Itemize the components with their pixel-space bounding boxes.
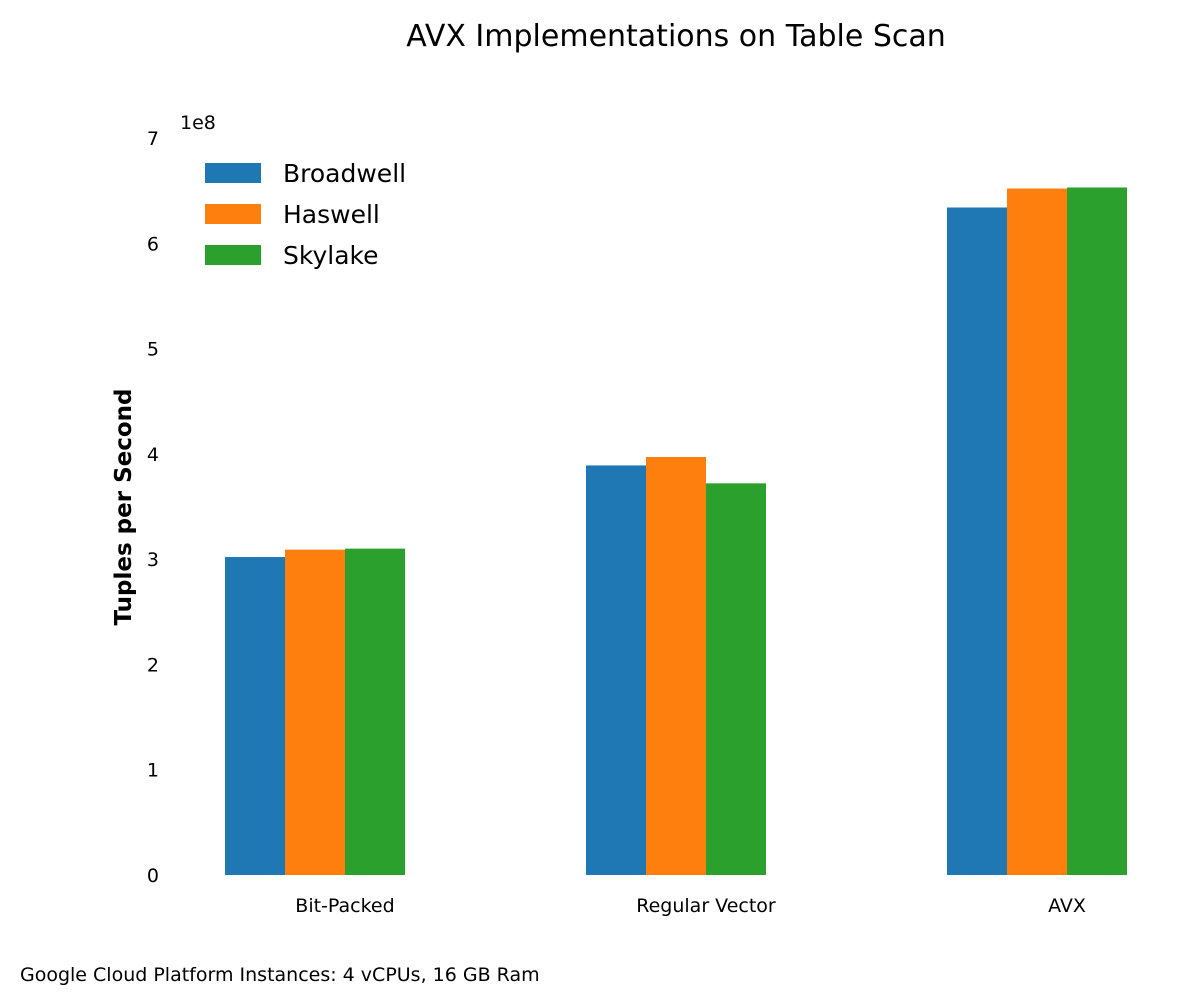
x-tick-label: Bit-Packed bbox=[295, 895, 394, 917]
y-axis-label: Tuples per Second bbox=[111, 388, 137, 625]
legend-label-broadwell: Broadwell bbox=[283, 159, 406, 188]
legend-swatch-broadwell bbox=[205, 163, 261, 183]
y-tick-label: 7 bbox=[147, 128, 159, 150]
x-tick-label: Regular Vector bbox=[636, 895, 776, 917]
bar-broadwell-regular-vector bbox=[586, 465, 646, 875]
legend: Broadwell Haswell Skylake bbox=[205, 159, 406, 270]
y-axis-offset-label: 1e8 bbox=[180, 112, 216, 134]
x-tick-label: AVX bbox=[1048, 895, 1086, 917]
y-tick-label: 3 bbox=[147, 549, 159, 571]
footnote: Google Cloud Platform Instances: 4 vCPUs… bbox=[20, 964, 540, 986]
y-axis-ticks: 0 1 2 3 4 5 6 7 bbox=[147, 128, 159, 887]
bar-broadwell-avx bbox=[947, 207, 1007, 875]
legend-label-skylake: Skylake bbox=[283, 241, 378, 270]
legend-label-haswell: Haswell bbox=[283, 200, 380, 229]
y-tick-label: 4 bbox=[147, 444, 159, 466]
x-axis-ticks: Bit-Packed Regular Vector AVX bbox=[295, 895, 1086, 917]
y-tick-label: 6 bbox=[147, 233, 159, 255]
y-tick-label: 1 bbox=[147, 760, 159, 782]
legend-swatch-skylake bbox=[205, 245, 261, 265]
bar-skylake-bit-packed bbox=[345, 548, 405, 875]
bar-haswell-bit-packed bbox=[285, 549, 345, 875]
y-tick-label: 0 bbox=[147, 865, 159, 887]
y-tick-label: 2 bbox=[147, 654, 159, 676]
bar-skylake-regular-vector bbox=[706, 483, 766, 875]
y-tick-label: 5 bbox=[147, 339, 159, 361]
bar-skylake-avx bbox=[1067, 187, 1127, 876]
bar-broadwell-bit-packed bbox=[225, 557, 285, 875]
bar-haswell-regular-vector bbox=[646, 457, 706, 875]
bar-haswell-avx bbox=[1007, 188, 1067, 876]
legend-swatch-haswell bbox=[205, 204, 261, 224]
chart-title: AVX Implementations on Table Scan bbox=[406, 19, 946, 54]
bars-group bbox=[225, 187, 1127, 876]
